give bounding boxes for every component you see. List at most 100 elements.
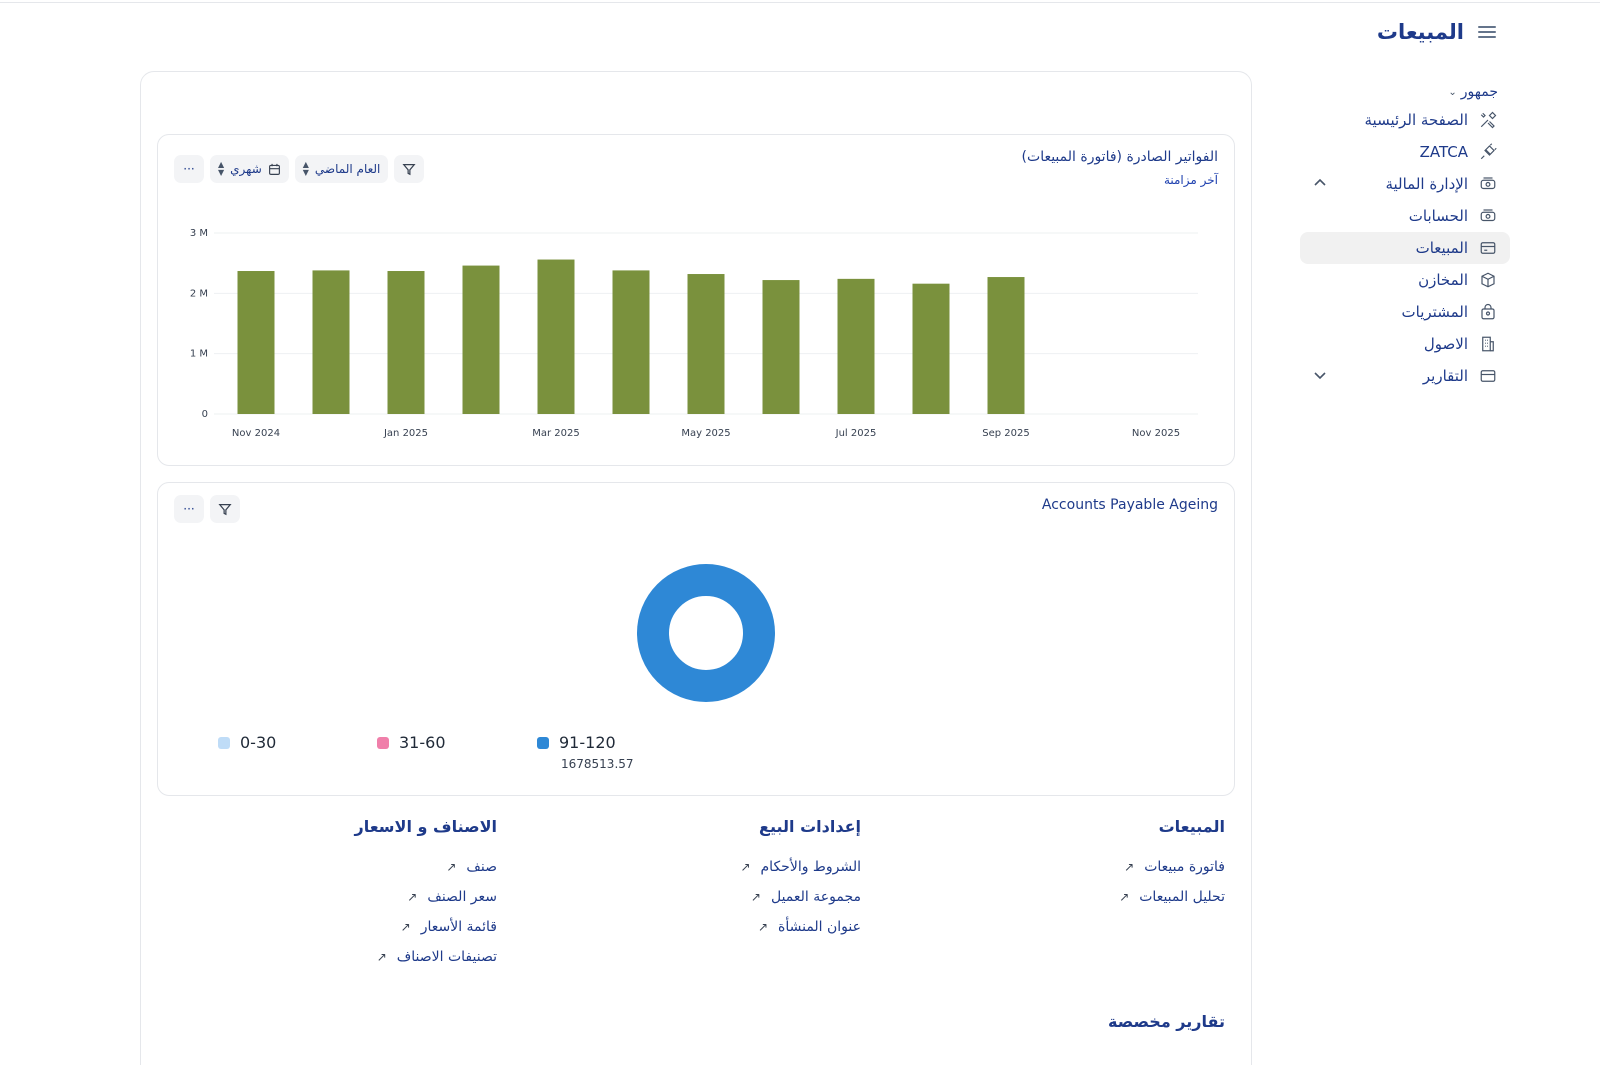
arrow-up-right-icon: ↗	[750, 890, 761, 904]
legend-item-91-120[interactable]: 91-120	[537, 733, 616, 752]
sidebar: جمهور ⌄ الصفحة الرئيسية ZATCA الإدارة ال…	[1300, 80, 1510, 392]
sidebar-item-label: الحسابات	[1408, 207, 1468, 225]
x-tick-label: Nov 2024	[232, 428, 280, 439]
donut-slice-91-120[interactable]	[637, 564, 775, 702]
x-tick-label: May 2025	[681, 428, 730, 439]
bar[interactable]	[237, 271, 275, 414]
link-company-address[interactable]: عنوان المنشأة ↗	[561, 912, 861, 942]
sidebar-group-header[interactable]: جمهور ⌄	[1300, 80, 1510, 104]
menu-icon[interactable]	[1478, 24, 1496, 40]
link-label: تحليل المبيعات	[1139, 889, 1225, 905]
more-button[interactable]: ···	[174, 495, 204, 523]
link-sales-analytics[interactable]: تحليل المبيعات ↗	[925, 882, 1225, 912]
legend-value-91-120: 1678513.57	[561, 757, 634, 771]
bar[interactable]	[612, 270, 650, 414]
sidebar-item-label: ZATCA	[1419, 143, 1468, 161]
arrow-up-right-icon: ↗	[400, 920, 411, 934]
card-icon	[1478, 238, 1498, 258]
link-label: قائمة الأسعار	[420, 919, 497, 935]
sidebar-item-label: التقارير	[1422, 367, 1468, 385]
link-item-groups[interactable]: تصنيفات الاصناف ↗	[197, 942, 497, 972]
sidebar-item-zatca[interactable]: ZATCA	[1300, 136, 1510, 168]
sidebar-item-reports[interactable]: التقارير	[1300, 360, 1510, 392]
column-title: إعدادات البيع	[759, 817, 861, 836]
filter-icon	[218, 504, 232, 516]
arrow-up-right-icon: ↗	[757, 920, 768, 934]
tools-icon	[1478, 110, 1498, 130]
arrow-up-right-icon: ↗	[1124, 860, 1135, 874]
building-icon	[1478, 334, 1498, 354]
box-icon	[1478, 270, 1498, 290]
column-title: المبيعات	[1158, 817, 1225, 836]
bar[interactable]	[387, 271, 425, 414]
y-tick-label: 0	[202, 409, 208, 420]
more-button[interactable]: ···	[174, 155, 204, 183]
sidebar-item-label: الاصول	[1423, 335, 1468, 353]
legend-item-0-30[interactable]: 0-30	[218, 733, 276, 752]
page-title: المبيعات	[1376, 20, 1464, 44]
links-column-selling-settings: إعدادات البيع الشروط والأحكام ↗ مجموعة ال…	[561, 817, 861, 942]
period-value: العام الماضي	[314, 162, 381, 176]
widget-title: الفواتير الصادرة (فاتورة المبيعات)	[1021, 149, 1218, 165]
link-item-price[interactable]: سعر الصنف ↗	[197, 882, 497, 912]
link-label: سعر الصنف	[427, 889, 497, 905]
updown-icon: ▲ ▼	[302, 160, 309, 177]
invoices-bar-chart: 0 1 M 2 M 3 M Nov 2024 Jan 2025 Mar 2025 May 20…	[190, 228, 1198, 439]
bar[interactable]	[762, 280, 800, 414]
sidebar-item-label: المبيعات	[1415, 239, 1468, 257]
plug-icon	[1478, 142, 1498, 162]
x-tick-label: Jan 2025	[383, 428, 428, 439]
chevron-down-icon[interactable]	[1312, 367, 1328, 383]
money-icon	[1478, 206, 1498, 226]
chart-controls: ··· شهري ▲ ▼ العام الماضي ▲ ▼	[174, 155, 425, 183]
legend-label: 31-60	[399, 733, 446, 752]
x-tick-label: Jul 2025	[835, 428, 877, 439]
bar[interactable]	[987, 277, 1025, 414]
sidebar-item-home[interactable]: الصفحة الرئيسية	[1300, 104, 1510, 136]
sidebar-item-accounts[interactable]: الحسابات	[1300, 200, 1510, 232]
calendar-icon	[268, 163, 280, 175]
bar[interactable]	[312, 270, 350, 414]
link-price-list[interactable]: قائمة الأسعار ↗	[197, 912, 497, 942]
link-label: تصنيفات الاصناف	[396, 949, 497, 965]
sidebar-item-purchases[interactable]: المشتريات	[1300, 296, 1510, 328]
sidebar-group-label: جمهور	[1460, 84, 1498, 100]
legend-item-31-60[interactable]: 31-60	[377, 733, 446, 752]
column-title: الاصناف و الاسعار	[354, 817, 497, 836]
links-column-sales: المبيعات فاتورة مبيعات ↗ تحليل المبيعات ↗	[925, 817, 1225, 912]
sidebar-item-stores[interactable]: المخازن	[1300, 264, 1510, 296]
link-item[interactable]: صنف ↗	[197, 852, 497, 882]
donut-controls: ···	[174, 495, 240, 523]
link-label: صنف	[466, 859, 497, 875]
sidebar-item-assets[interactable]: الاصول	[1300, 328, 1510, 360]
last-sync-label[interactable]: آخر مزامنة	[1163, 173, 1218, 187]
ageing-widget: Accounts Payable Ageing ··· 0-30 31-60 9…	[157, 482, 1235, 796]
y-tick-label: 1 M	[190, 349, 208, 360]
link-sales-invoice[interactable]: فاتورة مبيعات ↗	[925, 852, 1225, 882]
top-border	[0, 2, 1600, 3]
filter-button[interactable]	[394, 155, 425, 183]
arrow-up-right-icon: ↗	[446, 860, 457, 874]
x-tick-label: Mar 2025	[532, 428, 580, 439]
sidebar-item-label: الإدارة المالية	[1385, 175, 1468, 193]
sidebar-item-sales[interactable]: المبيعات	[1300, 232, 1510, 264]
period-select[interactable]: العام الماضي ▲ ▼	[294, 155, 389, 183]
bar[interactable]	[912, 283, 950, 414]
x-tick-label: Sep 2025	[982, 428, 1029, 439]
filter-icon	[402, 164, 416, 176]
invoices-chart-widget: الفواتير الصادرة (فاتورة المبيعات) آخر م…	[157, 134, 1235, 466]
money-icon	[1478, 174, 1498, 194]
bar[interactable]	[687, 274, 725, 414]
bar[interactable]	[837, 278, 875, 414]
link-customer-group[interactable]: مجموعة العميل ↗	[561, 882, 861, 912]
legend-swatch	[218, 736, 230, 749]
bar[interactable]	[537, 259, 575, 414]
link-terms-conditions[interactable]: الشروط والأحكام ↗	[561, 852, 861, 882]
filter-button[interactable]	[210, 495, 240, 523]
bar[interactable]	[462, 265, 500, 414]
card-icon	[1478, 366, 1498, 386]
chevron-up-icon[interactable]	[1312, 175, 1328, 191]
interval-select[interactable]: شهري ▲ ▼	[210, 155, 289, 183]
sidebar-item-financial-management[interactable]: الإدارة المالية	[1300, 168, 1510, 200]
widget-title: Accounts Payable Ageing	[1041, 497, 1218, 513]
